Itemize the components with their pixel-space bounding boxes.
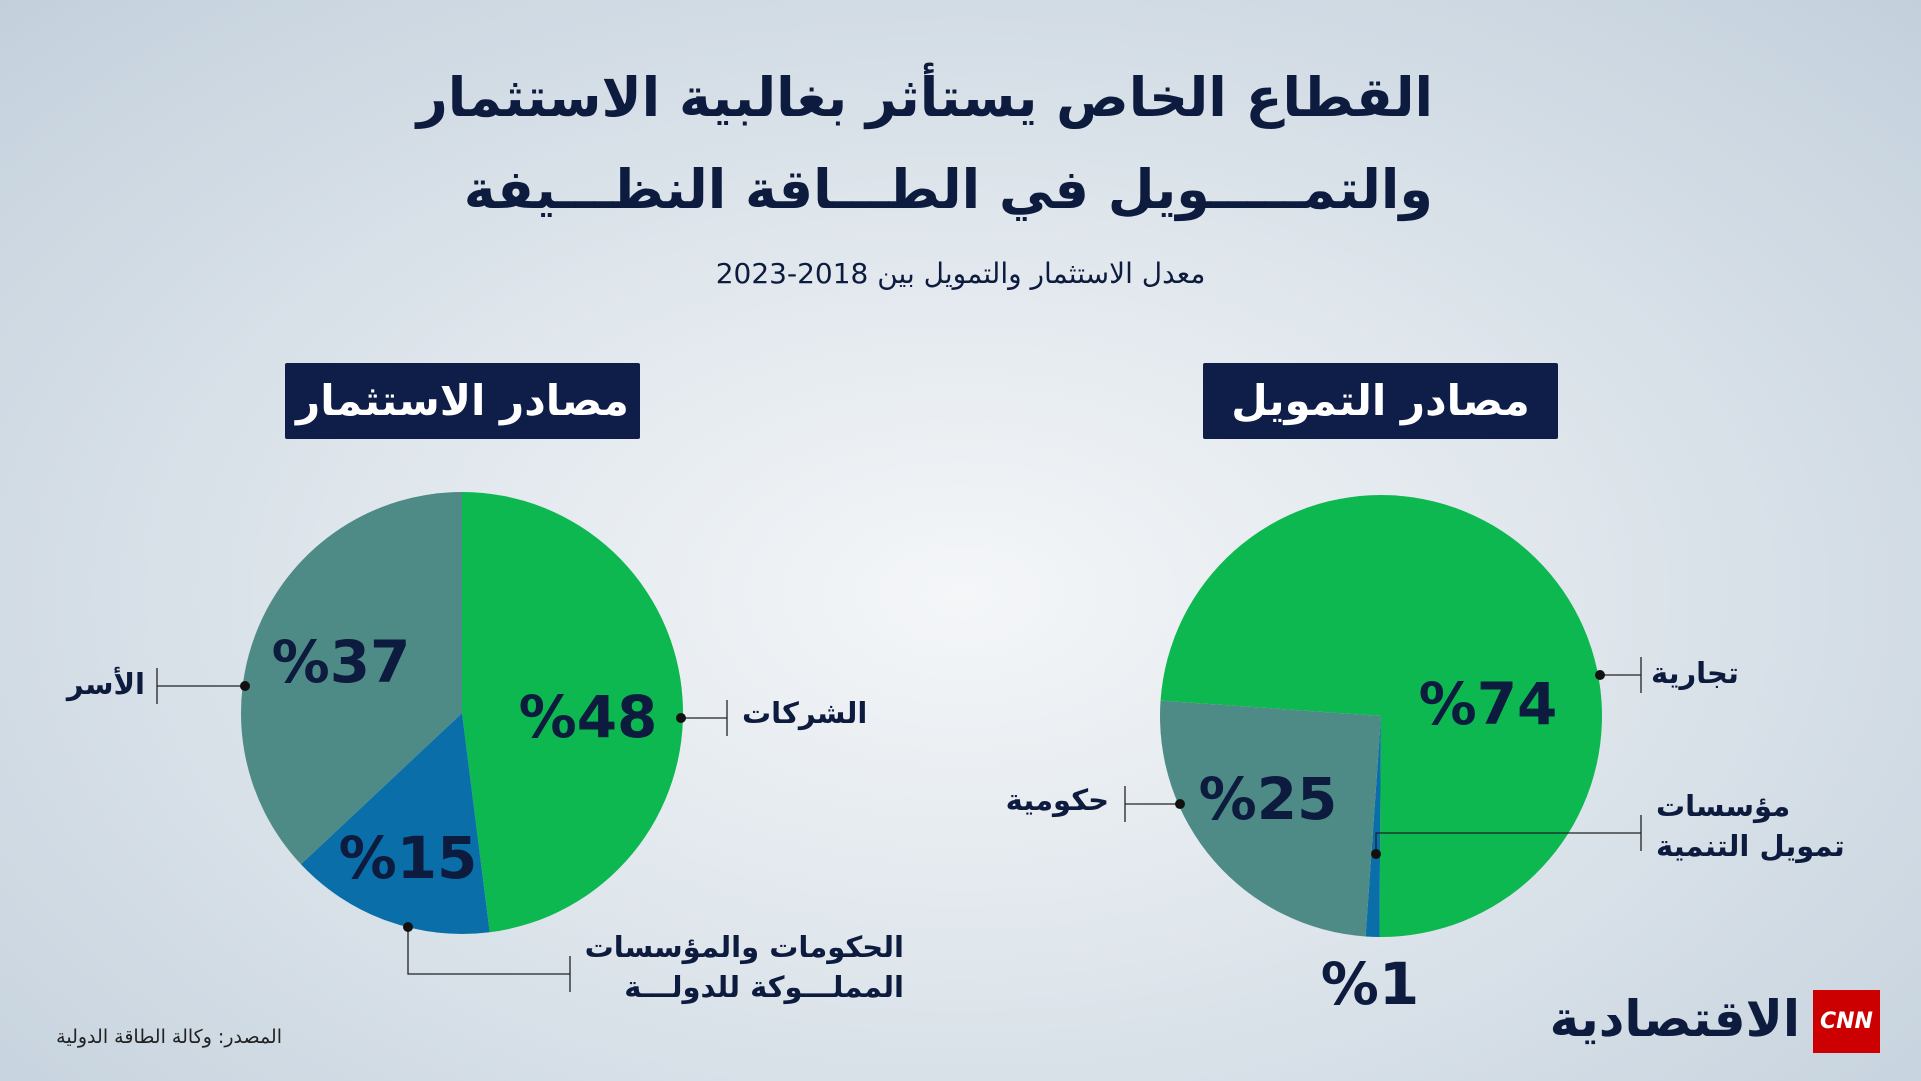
logo-brand: CNN bbox=[1813, 990, 1880, 1053]
leader-dot bbox=[676, 713, 686, 723]
value-label: %74 bbox=[1418, 670, 1558, 738]
subtitle: معدل الاستثمار والتمويل بين 2018-2023 bbox=[715, 257, 1206, 290]
value-label: %48 bbox=[518, 683, 658, 751]
title: القطاع الخاص يستأثر بغالبية الاستثمار وا… bbox=[416, 66, 1433, 221]
value-label: %37 bbox=[271, 628, 411, 696]
leader-line bbox=[407, 927, 570, 975]
leader-dot bbox=[240, 681, 250, 691]
leader-dot bbox=[1371, 849, 1381, 859]
pie-slice bbox=[1160, 700, 1381, 937]
leader-line bbox=[1375, 832, 1641, 854]
pie-slice bbox=[462, 492, 683, 933]
category-label: مؤسسات تمويل التنمية bbox=[1656, 789, 1845, 863]
pie-slice bbox=[1160, 495, 1602, 937]
pie-slice bbox=[240, 492, 462, 865]
leader-dot bbox=[1595, 670, 1605, 680]
source: المصدر: وكالة الطاقة الدولية bbox=[56, 1026, 282, 1048]
value-label: %25 bbox=[1198, 765, 1338, 833]
leader-dot bbox=[1175, 799, 1185, 809]
value-label: %15 bbox=[338, 824, 478, 892]
leader-dot bbox=[403, 922, 413, 932]
category-label: الشركات bbox=[742, 696, 868, 730]
category-label: تجارية bbox=[1651, 656, 1739, 690]
pie-slice bbox=[300, 713, 490, 934]
category-label: الحكومات والمؤسسات المملـــوكة للدولـــة bbox=[584, 930, 904, 1004]
logo-name: الاقتصادية bbox=[1549, 990, 1800, 1048]
chart-title: مصادر الاستثمار bbox=[285, 363, 640, 439]
category-label: حكومية bbox=[1005, 783, 1109, 817]
pie-slice bbox=[1365, 716, 1381, 937]
value-label: %1 bbox=[1320, 950, 1420, 1018]
chart-title: مصادر التمويل bbox=[1203, 363, 1558, 439]
category-label: الأسر bbox=[66, 667, 145, 701]
